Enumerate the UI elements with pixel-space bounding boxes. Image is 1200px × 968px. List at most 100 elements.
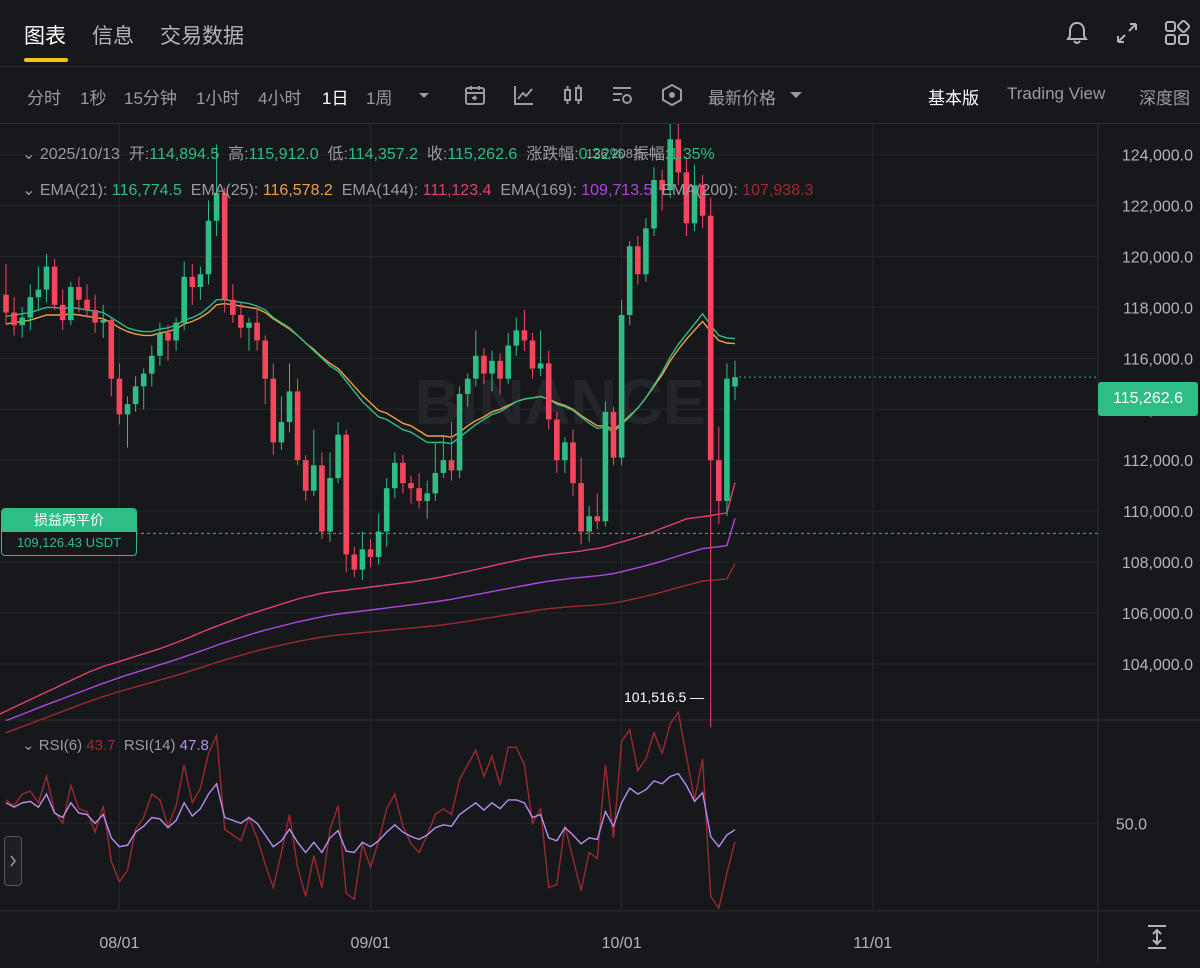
candle-body	[294, 391, 301, 461]
watermark: BINANCE	[414, 366, 706, 438]
candle-body	[35, 289, 42, 298]
candle-body	[675, 139, 682, 173]
hexagon-tool-icon[interactable]	[660, 83, 684, 107]
candle-body	[181, 276, 187, 323]
ema200-label: EMA(200):	[661, 182, 738, 199]
candle-body	[59, 304, 66, 321]
candle-body	[3, 294, 9, 313]
candle-body	[586, 516, 592, 532]
candle-body	[11, 312, 17, 326]
candle-body	[594, 516, 601, 522]
candle-body	[51, 266, 58, 305]
open-value: 114,894.5	[149, 146, 220, 163]
view-trading-view[interactable]: Trading View	[1007, 84, 1106, 103]
candle-body	[68, 287, 74, 321]
candle-body	[140, 373, 147, 387]
candle-body	[626, 246, 633, 316]
ema169-value: 109,713.5	[581, 182, 653, 199]
calendar-icon[interactable]	[463, 83, 487, 107]
candle-body	[19, 317, 25, 326]
candle-body	[76, 287, 82, 300]
candle-body	[610, 411, 617, 458]
candle-body	[570, 442, 576, 484]
high-value: 115,912.0	[248, 146, 319, 163]
timeframe-dropdown-caret-icon[interactable]	[414, 85, 434, 105]
tab-info[interactable]: 信息	[92, 25, 134, 48]
ema-collapse-icon[interactable]: ⌄	[22, 182, 36, 199]
timeframe-4h[interactable]: 4小时	[258, 89, 302, 108]
candle-body	[505, 345, 511, 379]
change-value: 0.32%	[578, 146, 625, 163]
breakeven-label: 损益两平价	[2, 509, 136, 532]
view-depth[interactable]: 深度图	[1139, 89, 1190, 108]
fit-to-screen-icon[interactable]	[1145, 924, 1169, 950]
y-tick-label: 116,000.0	[1123, 351, 1193, 368]
candle-body	[238, 315, 244, 328]
tab-trading-data[interactable]: 交易数据	[160, 25, 244, 48]
ohlc-collapse-icon[interactable]: ⌄	[22, 146, 36, 163]
price-type-selector[interactable]: 最新价格	[708, 89, 776, 108]
y-tick-label: 104,000.0	[1122, 657, 1193, 674]
tab-chart[interactable]: 图表	[24, 25, 66, 48]
chevron-right-icon	[10, 855, 16, 867]
x-tick-label: 09/01	[350, 935, 390, 952]
view-basic[interactable]: 基本版	[928, 89, 979, 108]
candle-body	[230, 299, 236, 316]
candle-body	[92, 309, 98, 323]
candle-body	[400, 462, 406, 484]
candle-body	[416, 488, 422, 501]
breakeven-tag[interactable]: 损益两平价 109,126.43 USDT	[1, 508, 137, 556]
expand-icon[interactable]	[1112, 18, 1142, 48]
rsi6-value: 43.7	[86, 737, 116, 754]
candle-body	[545, 363, 552, 420]
candle-body	[197, 274, 204, 288]
high-label: 高:	[228, 146, 249, 163]
sidebar-expand-handle[interactable]	[4, 836, 22, 886]
top-bar: 图表 信息 交易数据	[0, 0, 1200, 67]
y-tick-label: 124,000.0	[1122, 148, 1193, 165]
timeframe-time[interactable]: 分时	[27, 89, 61, 108]
ema144-label: EMA(144):	[341, 182, 419, 199]
candle-body	[635, 246, 641, 275]
candle-body	[424, 493, 430, 501]
candle-body	[375, 531, 382, 557]
candle-body	[213, 192, 220, 221]
candle-body	[667, 139, 673, 191]
timeframe-15m[interactable]: 15分钟	[124, 89, 177, 108]
rsi6-line	[5, 710, 736, 910]
candle-type-icon[interactable]	[561, 83, 585, 107]
chart-area[interactable]: 08/01 09/01 10/01 11/01 124,000.0 122,000.0 12…	[0, 98, 1200, 963]
candle-body	[189, 276, 196, 288]
y-tick-label: 118,000.0	[1123, 300, 1193, 317]
candle-body	[149, 355, 155, 374]
candle-body	[100, 320, 106, 323]
ema169-line	[5, 518, 736, 722]
active-tab-indicator	[24, 58, 68, 62]
candle-body	[311, 465, 317, 491]
timeframe-1s[interactable]: 1秒	[80, 89, 107, 108]
candle-body	[537, 363, 544, 369]
rsi-collapse-icon[interactable]: ⌄	[22, 737, 35, 754]
timeframe-1d[interactable]: 1日	[322, 89, 349, 108]
candle-body	[343, 434, 349, 555]
candle-body	[707, 215, 714, 461]
ema25-label: EMA(25):	[190, 182, 259, 199]
layout-grid-icon[interactable]	[1162, 18, 1192, 48]
ema200-value: 107,938.3	[742, 182, 814, 199]
candle-body	[473, 355, 479, 379]
high-price-marker: 126,208.5 —	[586, 146, 661, 161]
chart-settings-icon[interactable]	[610, 83, 634, 107]
ohlc-date: 2025/10/13	[39, 146, 120, 163]
price-type-caret-icon[interactable]	[786, 85, 806, 105]
candle-body	[108, 320, 115, 379]
timeframe-1h[interactable]: 1小时	[196, 89, 240, 108]
indicator-line-icon[interactable]	[512, 83, 536, 107]
y-tick-label: 122,000.0	[1122, 199, 1193, 216]
timeframe-1w[interactable]: 1周	[366, 89, 393, 108]
price-chart[interactable]: 08/01 09/01 10/01 11/01 124,000.0 122,000.0 12…	[0, 98, 1200, 963]
candle-body	[659, 180, 665, 191]
bell-icon[interactable]	[1062, 18, 1092, 48]
low-price-marker: 101,516.5 —	[624, 689, 705, 705]
candle-body	[221, 192, 228, 300]
candle-body	[383, 488, 390, 532]
